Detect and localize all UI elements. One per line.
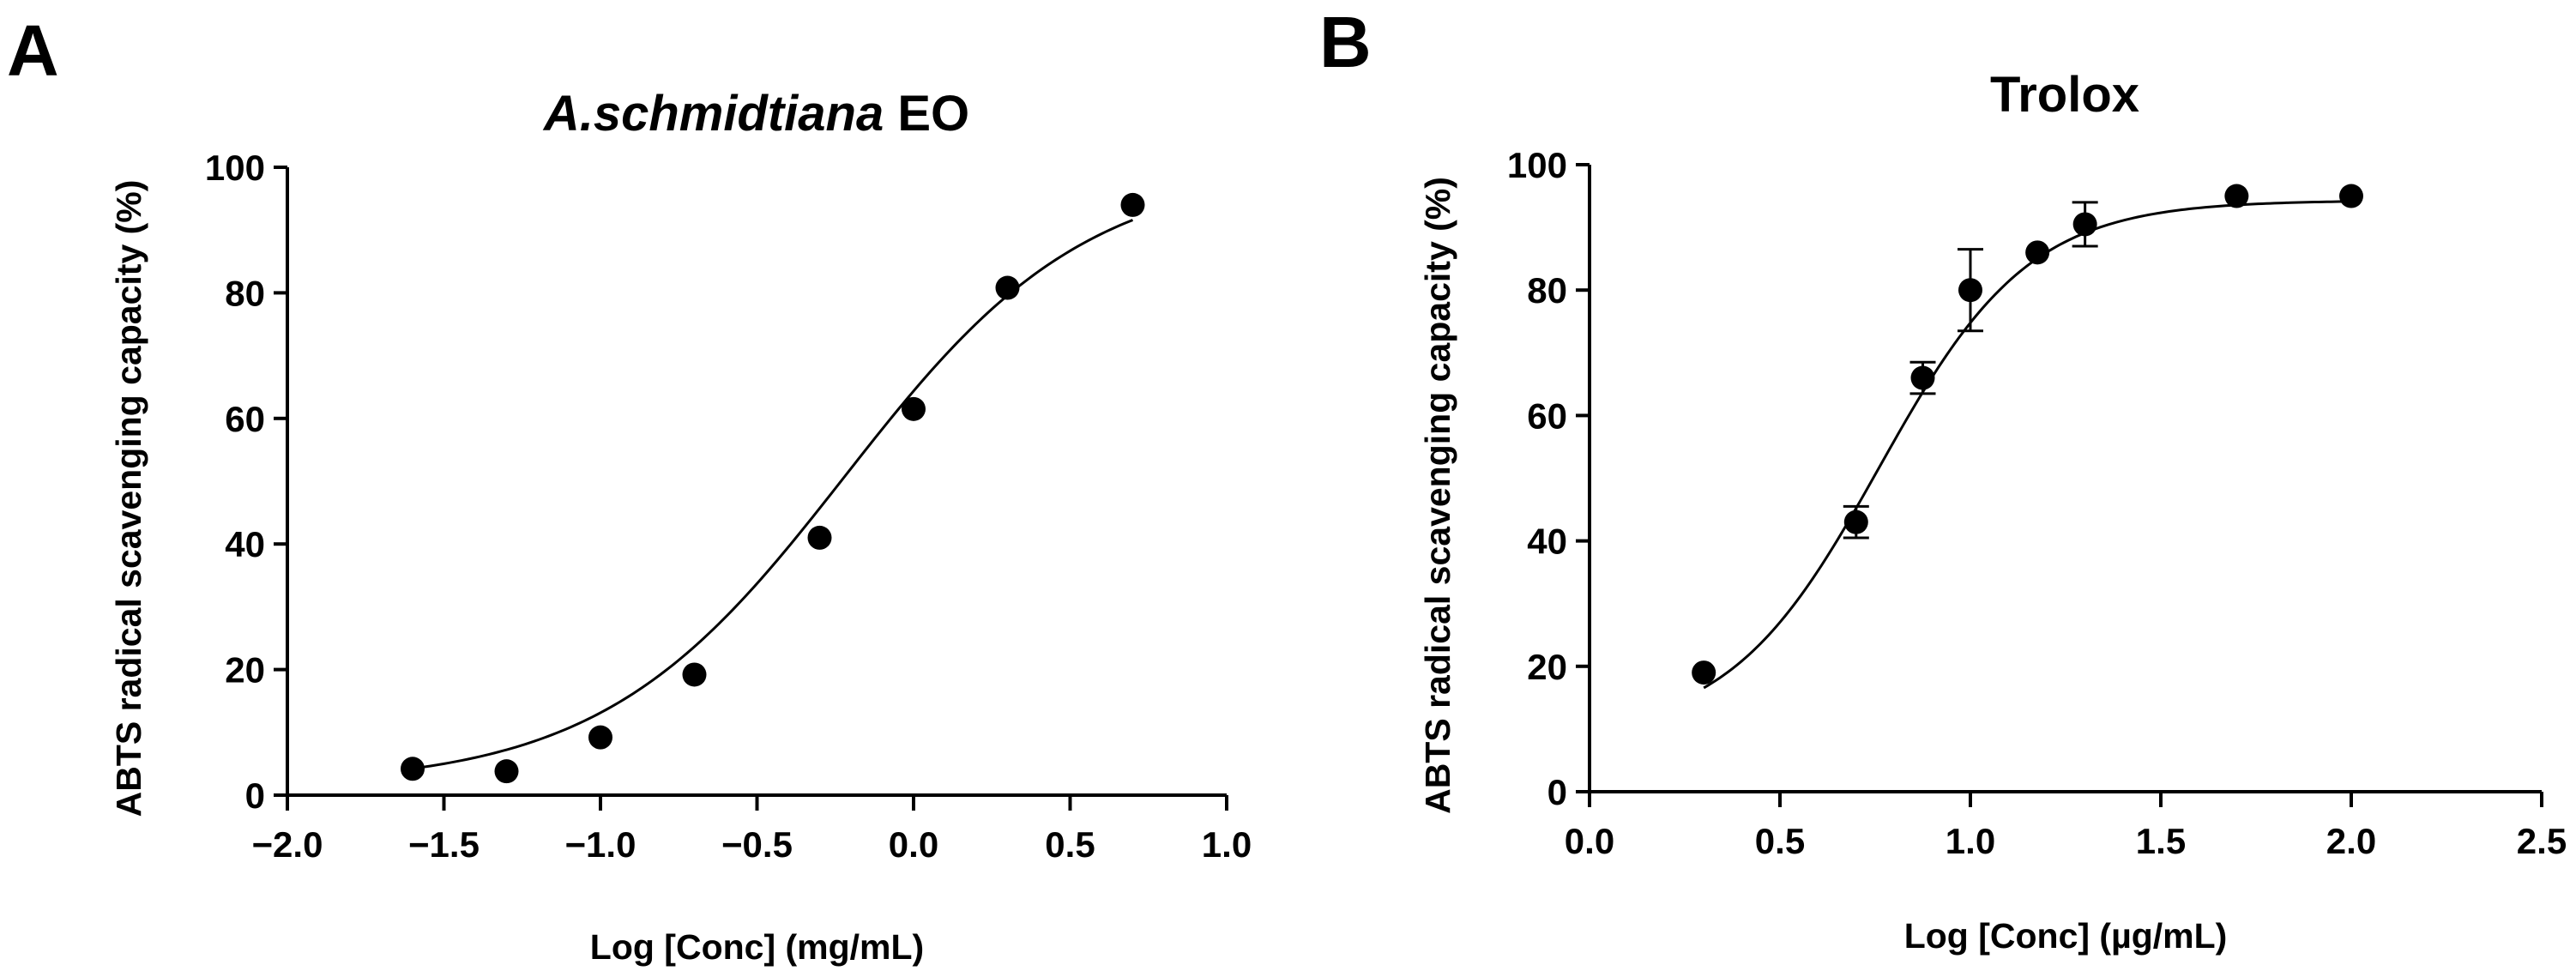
chart-a-data-point (682, 662, 707, 687)
chart-a-chart-title-italic: A.schmidtiana (542, 86, 884, 142)
chart-a-data-point (807, 525, 832, 550)
chart-b-data-point (2339, 184, 2363, 208)
chart-a-x-tick-label: −1.5 (408, 824, 480, 865)
chart-b-data-point (1843, 510, 1868, 534)
chart-a-y-tick-label: 60 (225, 399, 265, 439)
chart-b-svg: B Trolox 0 20 40 60 80 100 0.0 0.5 1.0 1.5 2.0 2.5 Log… (1319, 2, 2567, 956)
chart-a-x-tick-label: −1.0 (565, 824, 636, 865)
chart-b-y-tick-label: 80 (1527, 270, 1567, 311)
chart-b-x-tick-label: 1.5 (2136, 821, 2186, 861)
chart-a-x-tick-label: −0.5 (721, 824, 793, 865)
chart-a-y-tick-label: 100 (205, 148, 265, 188)
chart-a-x-tick-label: 0.0 (889, 824, 938, 865)
chart-b-x-tick-label: 2.5 (2517, 821, 2567, 861)
chart-b-data-point (1692, 660, 1716, 685)
chart-b-data-point (2072, 212, 2097, 237)
chart-b-x-tick-label: 1.0 (1946, 821, 1995, 861)
chart-b-y-tick-label: 100 (1507, 145, 1567, 185)
chart-a-chart-title: A.schmidtiana EO (542, 86, 969, 142)
chart-b-x-tick-label: 0.0 (1565, 821, 1614, 861)
chart-b-y-axis-label: ABTS radical scavenging capacity (%) (1418, 177, 1457, 814)
chart-a-y-tick-label: 80 (225, 273, 265, 313)
chart-a-x-axis-label: Log [Conc] (mg/mL) (590, 927, 924, 967)
chart-a-y-tick-label: 20 (225, 650, 265, 691)
chart-a-x-tick-label: −2.0 (252, 824, 323, 865)
chart-a-x-tick-label: 1.0 (1202, 824, 1252, 865)
chart-b-y-tick-label: 40 (1527, 522, 1567, 562)
chart-a-fit-curve (412, 219, 1134, 770)
chart-b-panel-letter: B (1319, 2, 1372, 82)
chart-a-svg: A A.schmidtiana EO 0 20 40 60 80 100 −2.0 −1.5 −1.… (7, 10, 1252, 967)
chart-b-y-tick-label: 20 (1527, 647, 1567, 687)
chart-b-data-point (1910, 365, 1935, 390)
chart-b-y-tick-label: 60 (1527, 395, 1567, 436)
chart-a-y-tick-label: 0 (245, 775, 265, 816)
chart-a-data-point (588, 725, 612, 750)
chart-a-data-point (995, 275, 1020, 300)
chart-a-data-point (401, 757, 425, 781)
chart-panel-a: A A.schmidtiana EO 0 20 40 60 80 100 −2.0 −1.5 −1.… (0, 0, 1270, 977)
chart-a-chart-title-plain: EO (884, 86, 969, 142)
chart-a-data-point (494, 759, 519, 784)
chart-b-x-axis-label: Log [Conc] (µg/mL) (1904, 916, 2228, 956)
chart-a-panel-letter: A (7, 10, 59, 91)
chart-b-data-point (1958, 278, 1982, 303)
chart-b-fit-curve (1703, 200, 2352, 690)
chart-panel-b: B Trolox 0 20 40 60 80 100 0.0 0.5 1.0 1.5 2.0 2.5 Log… (1312, 0, 2576, 977)
chart-b-x-tick-label: 2.0 (2326, 821, 2376, 861)
chart-b-chart-title: Trolox (1990, 67, 2139, 123)
chart-a-data-point (902, 396, 926, 421)
chart-a-x-tick-label: 0.5 (1045, 824, 1095, 865)
chart-a-y-tick-label: 40 (225, 524, 265, 564)
chart-b-x-tick-label: 0.5 (1755, 821, 1805, 861)
chart-a-y-axis-label: ABTS radical scavenging capacity (%) (109, 180, 148, 817)
chart-b-data-point (2224, 184, 2249, 208)
chart-a-data-point (1120, 192, 1145, 217)
chart-b-y-tick-label: 0 (1547, 772, 1567, 812)
chart-b-data-point (2025, 240, 2050, 265)
